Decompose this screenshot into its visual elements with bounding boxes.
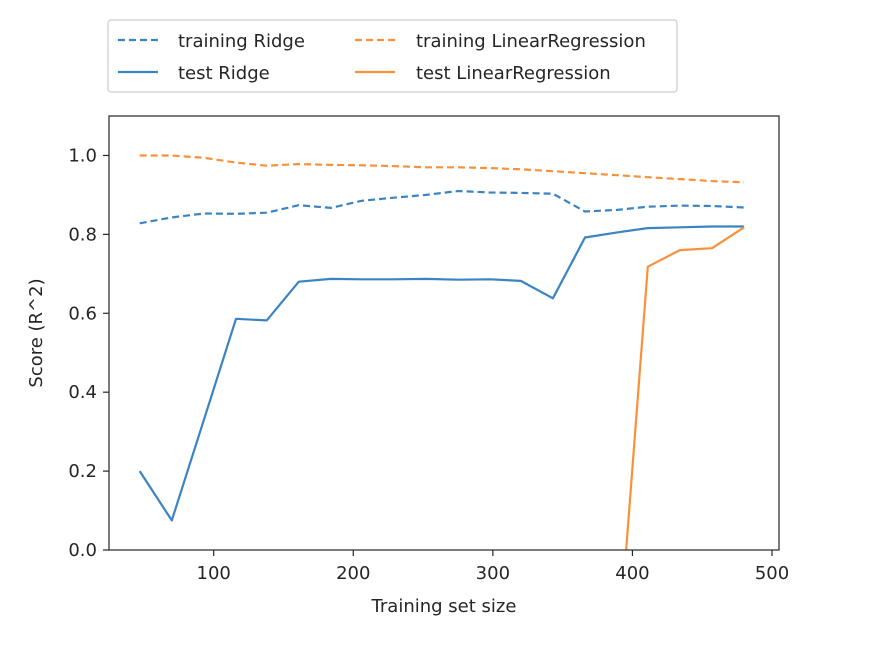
y-axis-label: Score (R^2): [26, 278, 47, 387]
legend-frame: [107, 19, 678, 93]
y-tick-label: 0.4: [68, 382, 97, 403]
x-tick-label: 100: [197, 563, 231, 584]
x-tick-label: 200: [336, 563, 370, 584]
x-tick-label: 500: [755, 563, 789, 584]
y-tick-label: 0.8: [68, 224, 97, 245]
y-tick-label: 0.6: [68, 303, 97, 324]
legend: training Ridge test Ridge training Linea…: [107, 19, 678, 93]
x-axis-label: Training set size: [371, 596, 517, 617]
x-tick-label: 300: [476, 563, 510, 584]
series-line-test-ridge: [138, 225, 745, 522]
series-line-training-linearregression: [139, 154, 745, 184]
y-tick-label: 1.0: [68, 145, 97, 166]
legend-label-training-ridge: training Ridge: [178, 31, 305, 52]
series-line-training-ridge: [139, 189, 745, 225]
series-line-test-linearregression: [625, 226, 745, 550]
series-layer: [138, 154, 745, 550]
legend-label-test-ridge: test Ridge: [178, 63, 270, 84]
y-axis-ticks: 0.0 0.2 0.4 0.6 0.8 1.0: [68, 145, 109, 561]
legend-label-test-linear: test LinearRegression: [416, 63, 611, 84]
plot-frame: [108, 115, 780, 551]
y-tick-label: 0.2: [68, 461, 97, 482]
x-tick-label: 400: [615, 563, 649, 584]
y-tick-label: 0.0: [68, 540, 97, 561]
legend-label-training-linear: training LinearRegression: [416, 31, 646, 52]
x-axis-ticks: 100 200 300 400 500: [197, 550, 789, 584]
